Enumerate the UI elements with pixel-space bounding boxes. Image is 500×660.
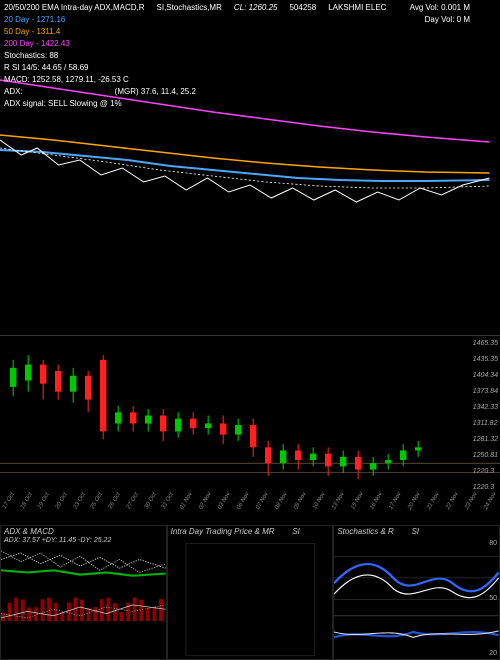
intraday-panel: Intra Day Trading Price & MR SI (167, 525, 334, 660)
symbol-code: 504258 (289, 2, 316, 14)
adx-mgr: (MGR) 37.6, 11.4, 25.2 (115, 86, 196, 98)
close-value: 1260.25 (249, 3, 278, 12)
date-axis: 17 Oct18 Oct19 Oct20 Oct23 Oct25 Oct26 O… (0, 498, 470, 504)
rsi-label: R SI 14/5: 44.65 / 58.69 (4, 62, 89, 74)
stoch-scale: 805020 (489, 540, 497, 657)
header-overlay: 20/50/200 EMA Intra-day ADX,MACD,R SI,St… (0, 0, 500, 90)
ema50-label: 50 Day - 1311.4 (4, 26, 60, 38)
symbol-name: LAKSHMI ELEC (328, 2, 386, 14)
ema20-line (0, 150, 489, 181)
ema20-label: 20 Day - 1271.16 (4, 14, 65, 26)
stoch-label: Stochastics: 88 (4, 50, 58, 62)
adx-signal: ADX signal: SELL Slowing @ 1% (4, 98, 122, 110)
adx-macd-panel: ADX & MACD ADX: 37.57 +DY: 11.45 -DY: 25… (0, 525, 167, 660)
ema200-label: 200 Day - 1422.43 (4, 38, 70, 50)
title-mid: SI,Stochastics,MR (157, 2, 222, 14)
title-line: 20/50/200 EMA Intra-day ADX,MACD,R (4, 2, 145, 14)
adx-label: ADX: (4, 86, 23, 98)
avg-vol: Avg Vol: 0.001 M (410, 2, 470, 14)
indicator-panels: ADX & MACD ADX: 37.57 +DY: 11.45 -DY: 25… (0, 525, 500, 660)
day-vol: Day Vol: 0 M (425, 14, 470, 26)
price-axis: 1465.351435.351404.341373.841342.331311.… (473, 336, 498, 495)
candle-chart: 1465.351435.351404.341373.841342.331311.… (0, 335, 500, 495)
macd-label: MACD: 1252.58, 1279.11, -26.53 C (4, 74, 129, 86)
stoch-rsi-panel: Stochastics & R SI 805020 (333, 525, 500, 660)
